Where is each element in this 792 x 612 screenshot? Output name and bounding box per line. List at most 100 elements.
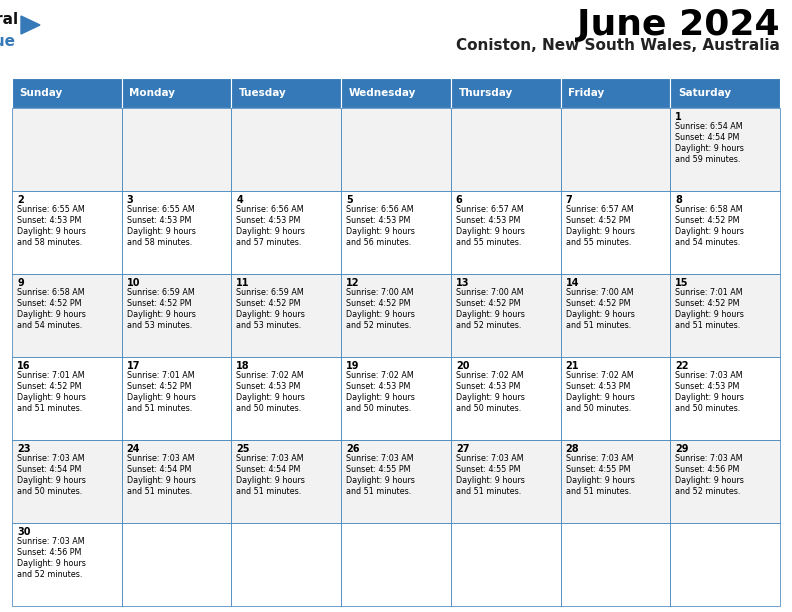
Text: Daylight: 9 hours: Daylight: 9 hours [565,476,634,485]
Text: Daylight: 9 hours: Daylight: 9 hours [237,310,305,319]
Text: Sunrise: 6:55 AM: Sunrise: 6:55 AM [17,205,85,214]
Text: Daylight: 9 hours: Daylight: 9 hours [127,310,196,319]
Bar [12,440,122,523]
Text: Blue: Blue [0,34,16,49]
Text: Sunrise: 7:03 AM: Sunrise: 7:03 AM [237,454,304,463]
Text: Sunset: 4:52 PM: Sunset: 4:52 PM [565,299,630,308]
Text: Sunrise: 6:59 AM: Sunrise: 6:59 AM [127,288,195,297]
Text: Sunrise: 7:03 AM: Sunrise: 7:03 AM [456,454,524,463]
Text: and 58 minutes.: and 58 minutes. [17,238,82,247]
Text: Daylight: 9 hours: Daylight: 9 hours [565,310,634,319]
Bar [670,274,780,357]
Bar [122,191,231,274]
Text: 12: 12 [346,278,360,288]
Text: and 50 minutes.: and 50 minutes. [346,404,411,413]
Text: Daylight: 9 hours: Daylight: 9 hours [237,227,305,236]
Text: Sunrise: 6:58 AM: Sunrise: 6:58 AM [17,288,85,297]
Bar [12,191,122,274]
Text: Sunrise: 6:57 AM: Sunrise: 6:57 AM [456,205,524,214]
Text: Sunrise: 7:00 AM: Sunrise: 7:00 AM [346,288,413,297]
Text: 15: 15 [676,278,689,288]
Bar [341,274,451,357]
Bar [451,274,561,357]
Text: and 52 minutes.: and 52 minutes. [17,570,82,579]
Text: and 51 minutes.: and 51 minutes. [17,404,82,413]
Text: 27: 27 [456,444,470,454]
Bar [561,191,670,274]
Text: Sunset: 4:53 PM: Sunset: 4:53 PM [456,216,520,225]
Text: 16: 16 [17,361,31,371]
Text: Daylight: 9 hours: Daylight: 9 hours [17,559,86,568]
Text: Sunrise: 7:00 AM: Sunrise: 7:00 AM [456,288,524,297]
Text: Coniston, New South Wales, Australia: Coniston, New South Wales, Australia [456,38,780,53]
Text: and 51 minutes.: and 51 minutes. [127,404,192,413]
Text: Sunrise: 6:56 AM: Sunrise: 6:56 AM [237,205,304,214]
Bar [670,440,780,523]
Text: and 50 minutes.: and 50 minutes. [676,404,741,413]
Text: 18: 18 [237,361,250,371]
Text: and 51 minutes.: and 51 minutes. [565,321,630,330]
Text: Daylight: 9 hours: Daylight: 9 hours [676,144,744,153]
Text: and 50 minutes.: and 50 minutes. [17,487,82,496]
Text: Sunset: 4:55 PM: Sunset: 4:55 PM [346,465,410,474]
Text: Sunrise: 7:03 AM: Sunrise: 7:03 AM [17,537,85,546]
Bar [561,78,670,108]
Text: and 52 minutes.: and 52 minutes. [676,487,741,496]
Text: Sunset: 4:52 PM: Sunset: 4:52 PM [237,299,301,308]
Text: and 53 minutes.: and 53 minutes. [237,321,302,330]
Text: Sunrise: 7:03 AM: Sunrise: 7:03 AM [676,454,743,463]
Bar [12,78,122,108]
Text: 21: 21 [565,361,579,371]
Text: and 57 minutes.: and 57 minutes. [237,238,302,247]
Text: 10: 10 [127,278,140,288]
Bar [122,78,231,108]
Text: Sunset: 4:52 PM: Sunset: 4:52 PM [127,382,191,391]
Bar [122,523,231,606]
Text: Sunrise: 7:03 AM: Sunrise: 7:03 AM [127,454,194,463]
Text: Daylight: 9 hours: Daylight: 9 hours [346,227,415,236]
Bar [670,78,780,108]
Text: 11: 11 [237,278,250,288]
Bar [451,523,561,606]
Text: Sunset: 4:52 PM: Sunset: 4:52 PM [17,299,82,308]
Text: Thursday: Thursday [459,88,512,98]
Text: Sunset: 4:52 PM: Sunset: 4:52 PM [17,382,82,391]
Text: Daylight: 9 hours: Daylight: 9 hours [676,227,744,236]
Text: 30: 30 [17,527,31,537]
Text: Sunrise: 7:02 AM: Sunrise: 7:02 AM [346,371,414,380]
Text: 28: 28 [565,444,579,454]
Bar [122,108,231,191]
Bar [231,274,341,357]
Bar [231,440,341,523]
Text: Daylight: 9 hours: Daylight: 9 hours [456,476,525,485]
Text: June 2024: June 2024 [577,8,780,42]
Text: and 52 minutes.: and 52 minutes. [346,321,412,330]
Text: and 53 minutes.: and 53 minutes. [127,321,192,330]
Text: Saturday: Saturday [678,88,731,98]
Bar [12,274,122,357]
Text: Sunset: 4:55 PM: Sunset: 4:55 PM [565,465,630,474]
Text: Sunrise: 7:00 AM: Sunrise: 7:00 AM [565,288,633,297]
Text: and 50 minutes.: and 50 minutes. [565,404,630,413]
Text: Wednesday: Wednesday [348,88,417,98]
Text: Sunrise: 6:56 AM: Sunrise: 6:56 AM [346,205,413,214]
Bar [122,357,231,440]
Bar [670,191,780,274]
Bar [231,357,341,440]
Text: 17: 17 [127,361,140,371]
Text: Sunset: 4:52 PM: Sunset: 4:52 PM [676,216,740,225]
Text: and 54 minutes.: and 54 minutes. [676,238,741,247]
Bar [341,357,451,440]
Text: Daylight: 9 hours: Daylight: 9 hours [346,476,415,485]
Text: Friday: Friday [568,88,604,98]
Text: Sunset: 4:53 PM: Sunset: 4:53 PM [17,216,82,225]
Text: 23: 23 [17,444,31,454]
Text: Sunset: 4:52 PM: Sunset: 4:52 PM [456,299,520,308]
Text: Daylight: 9 hours: Daylight: 9 hours [17,310,86,319]
Text: Daylight: 9 hours: Daylight: 9 hours [346,310,415,319]
Text: Monday: Monday [129,88,175,98]
Text: Sunrise: 7:02 AM: Sunrise: 7:02 AM [565,371,634,380]
Text: Sunrise: 6:54 AM: Sunrise: 6:54 AM [676,122,743,131]
Bar [670,108,780,191]
Text: Sunset: 4:53 PM: Sunset: 4:53 PM [346,216,410,225]
